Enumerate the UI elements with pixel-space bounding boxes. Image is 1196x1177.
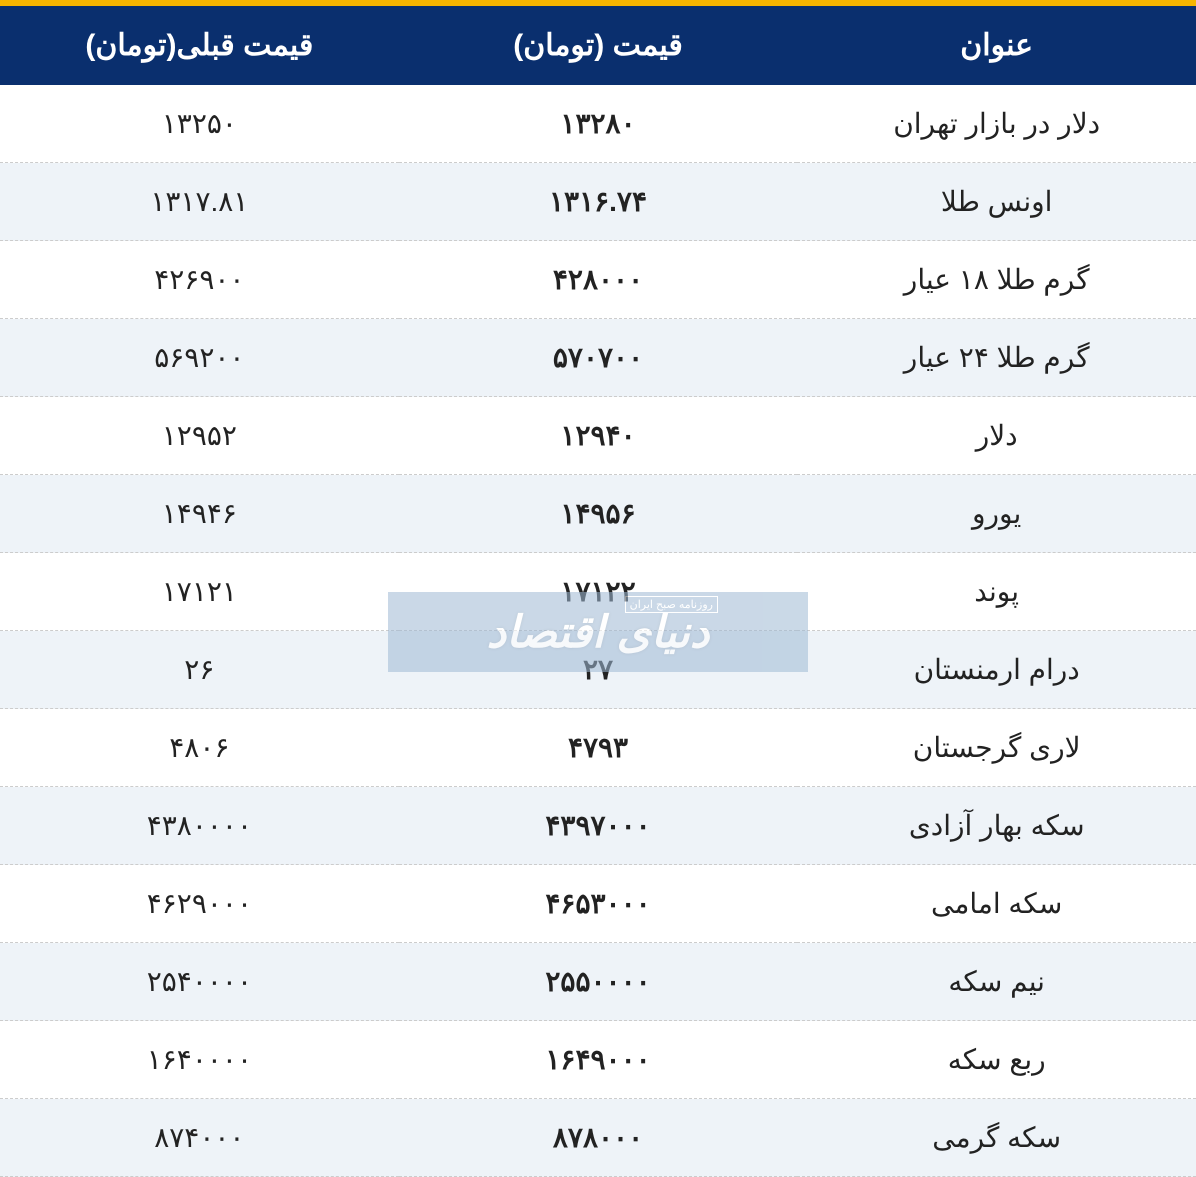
cell-prev-price: ۱۷۱۲۱ <box>0 553 399 631</box>
table-row: سکه امامی۴۶۵۳۰۰۰۴۶۲۹۰۰۰ <box>0 865 1196 943</box>
table-row: دلار در بازار تهران۱۳۲۸۰۱۳۲۵۰ <box>0 85 1196 163</box>
table-row: سکه بهار آزادی۴۳۹۷۰۰۰۴۳۸۰۰۰۰ <box>0 787 1196 865</box>
cell-title: درام ارمنستان <box>797 631 1196 709</box>
cell-prev-price: ۱۴۹۴۶ <box>0 475 399 553</box>
cell-price: ۱۳۱۶.۷۴ <box>399 163 798 241</box>
cell-price: ۲۷ <box>399 631 798 709</box>
cell-title: گرم طلا ۱۸ عیار <box>797 241 1196 319</box>
cell-title: لاری گرجستان <box>797 709 1196 787</box>
cell-price: ۵۷۰۷۰۰ <box>399 319 798 397</box>
table-row: نیم سکه۲۵۵۰۰۰۰۲۵۴۰۰۰۰ <box>0 943 1196 1021</box>
cell-price: ۱۳۲۸۰ <box>399 85 798 163</box>
cell-title: دلار در بازار تهران <box>797 85 1196 163</box>
table-body: دلار در بازار تهران۱۳۲۸۰۱۳۲۵۰اونس طلا۱۳۱… <box>0 85 1196 1177</box>
cell-price: ۸۷۸۰۰۰ <box>399 1099 798 1177</box>
cell-title: دلار <box>797 397 1196 475</box>
cell-prev-price: ۲۵۴۰۰۰۰ <box>0 943 399 1021</box>
cell-prev-price: ۴۸۰۶ <box>0 709 399 787</box>
table-header-row: عنوان قیمت (تومان) قیمت قبلی(تومان) <box>0 6 1196 85</box>
table-row: لاری گرجستان۴۷۹۳۴۸۰۶ <box>0 709 1196 787</box>
cell-prev-price: ۵۶۹۲۰۰ <box>0 319 399 397</box>
table-row: یورو۱۴۹۵۶۱۴۹۴۶ <box>0 475 1196 553</box>
table-row: سکه گرمی۸۷۸۰۰۰۸۷۴۰۰۰ <box>0 1099 1196 1177</box>
table-row: پوند۱۷۱۲۲۱۷۱۲۱ <box>0 553 1196 631</box>
cell-title: سکه امامی <box>797 865 1196 943</box>
price-table: عنوان قیمت (تومان) قیمت قبلی(تومان) دلار… <box>0 6 1196 1177</box>
cell-price: ۱۴۹۵۶ <box>399 475 798 553</box>
col-header-title: عنوان <box>797 6 1196 85</box>
cell-prev-price: ۱۶۴۰۰۰۰ <box>0 1021 399 1099</box>
cell-title: سکه گرمی <box>797 1099 1196 1177</box>
cell-title: سکه بهار آزادی <box>797 787 1196 865</box>
table-row: گرم طلا ۱۸ عیار۴۲۸۰۰۰۴۲۶۹۰۰ <box>0 241 1196 319</box>
cell-price: ۱۷۱۲۲ <box>399 553 798 631</box>
cell-prev-price: ۱۲۹۵۲ <box>0 397 399 475</box>
cell-title: اونس طلا <box>797 163 1196 241</box>
cell-price: ۱۶۴۹۰۰۰ <box>399 1021 798 1099</box>
cell-price: ۴۲۸۰۰۰ <box>399 241 798 319</box>
cell-prev-price: ۴۲۶۹۰۰ <box>0 241 399 319</box>
cell-prev-price: ۲۶ <box>0 631 399 709</box>
table-row: گرم طلا ۲۴ عیار۵۷۰۷۰۰۵۶۹۲۰۰ <box>0 319 1196 397</box>
cell-prev-price: ۴۳۸۰۰۰۰ <box>0 787 399 865</box>
cell-price: ۲۵۵۰۰۰۰ <box>399 943 798 1021</box>
col-header-prev: قیمت قبلی(تومان) <box>0 6 399 85</box>
table-row: درام ارمنستان۲۷۲۶ <box>0 631 1196 709</box>
table-row: ربع سکه۱۶۴۹۰۰۰۱۶۴۰۰۰۰ <box>0 1021 1196 1099</box>
cell-prev-price: ۱۳۱۷.۸۱ <box>0 163 399 241</box>
cell-prev-price: ۱۳۲۵۰ <box>0 85 399 163</box>
cell-prev-price: ۸۷۴۰۰۰ <box>0 1099 399 1177</box>
cell-price: ۱۲۹۴۰ <box>399 397 798 475</box>
cell-title: نیم سکه <box>797 943 1196 1021</box>
cell-title: پوند <box>797 553 1196 631</box>
cell-price: ۴۶۵۳۰۰۰ <box>399 865 798 943</box>
cell-price: ۴۳۹۷۰۰۰ <box>399 787 798 865</box>
cell-prev-price: ۴۶۲۹۰۰۰ <box>0 865 399 943</box>
cell-price: ۴۷۹۳ <box>399 709 798 787</box>
col-header-price: قیمت (تومان) <box>399 6 798 85</box>
cell-title: ربع سکه <box>797 1021 1196 1099</box>
table-row: دلار۱۲۹۴۰۱۲۹۵۲ <box>0 397 1196 475</box>
table-row: اونس طلا۱۳۱۶.۷۴۱۳۱۷.۸۱ <box>0 163 1196 241</box>
cell-title: گرم طلا ۲۴ عیار <box>797 319 1196 397</box>
cell-title: یورو <box>797 475 1196 553</box>
